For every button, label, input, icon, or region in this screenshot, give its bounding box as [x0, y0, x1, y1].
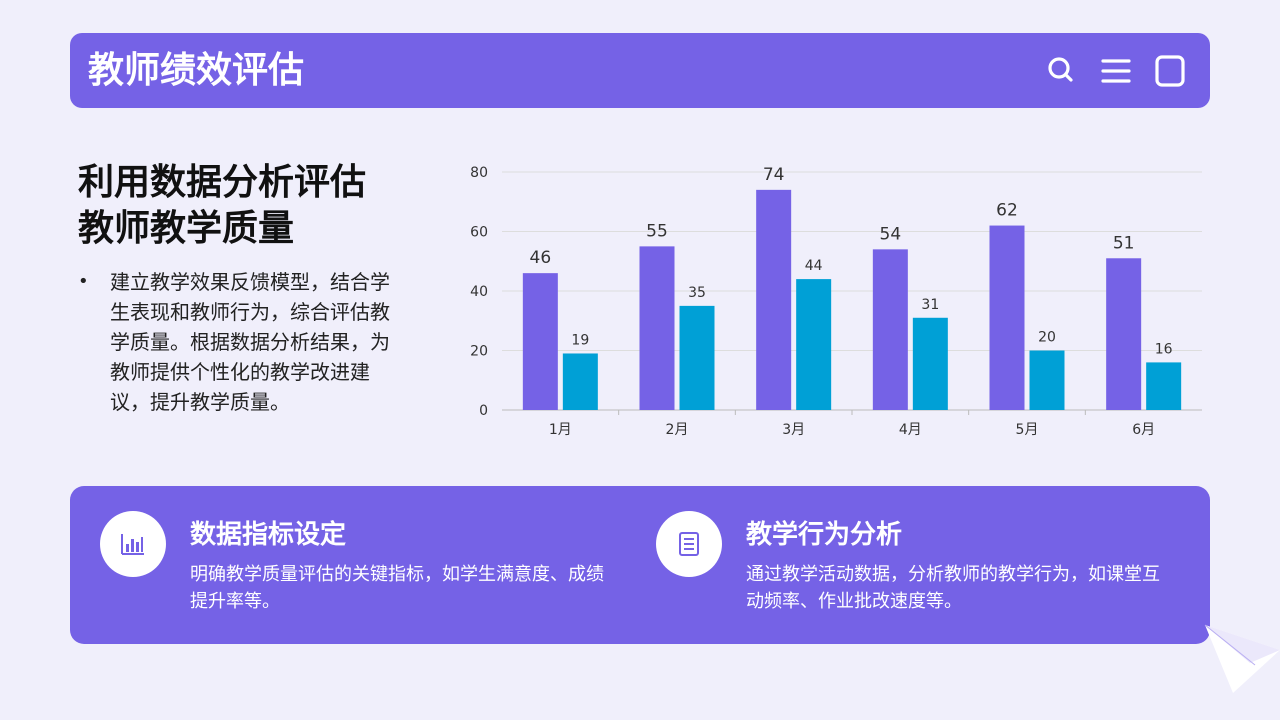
features-panel: 数据指标设定 明确教学质量评估的关键指标，如学生满意度、成绩提升率等。 教学行为…	[70, 486, 1210, 644]
feature-description: 明确教学质量评估的关键指标，如学生满意度、成绩提升率等。	[190, 564, 604, 612]
bar	[872, 249, 908, 410]
x-tick-label: 3月	[782, 422, 805, 438]
data-label: 55	[646, 221, 668, 241]
feature-description: 通过教学活动数据，分析教师的教学行为，如课堂互动频率、作业批改速度等。	[746, 564, 1160, 612]
bar	[1106, 258, 1142, 410]
header-bar: 教师绩效评估	[70, 33, 1210, 108]
menu-icon[interactable]	[1098, 53, 1134, 89]
data-label: 20	[1038, 330, 1056, 346]
heading-line-1: 利用数据分析评估	[78, 162, 367, 203]
x-tick-label: 4月	[899, 422, 922, 438]
bar	[796, 279, 832, 410]
bullet-text: 建立教学效果反馈模型，结合学生表现和教师行为，综合评估教学质量。根据数据分析结果…	[110, 270, 390, 414]
x-tick-label: 6月	[1132, 422, 1155, 438]
bar	[1146, 362, 1182, 410]
data-label: 19	[571, 332, 589, 348]
data-label: 31	[921, 297, 939, 313]
y-tick-label: 60	[470, 225, 488, 241]
bar	[912, 317, 948, 410]
feature-title: 教学行为分析	[746, 520, 903, 550]
header-icons	[1044, 53, 1188, 89]
y-tick-label: 40	[470, 284, 488, 300]
bar	[679, 305, 715, 410]
document-icon	[679, 532, 699, 556]
section-heading: 利用数据分析评估 教师教学质量	[78, 160, 408, 252]
bar-chart-icon	[121, 534, 144, 555]
feature-card-behavior: 教学行为分析 通过教学活动数据，分析教师的教学行为，如课堂互动频率、作业批改速度…	[626, 486, 1186, 644]
bullet-item: • 建立教学效果反馈模型，结合学生表现和教师行为，综合评估教学质量。根据数据分析…	[78, 267, 398, 417]
feature-title: 数据指标设定	[190, 520, 347, 550]
x-tick-label: 5月	[1016, 422, 1039, 438]
y-tick-label: 80	[470, 165, 488, 181]
feature-icon-circle	[656, 511, 722, 577]
data-label: 35	[688, 285, 706, 301]
bar	[989, 225, 1025, 410]
data-label: 54	[880, 224, 902, 244]
bar	[639, 246, 675, 410]
bar	[756, 189, 792, 410]
search-icon[interactable]	[1044, 53, 1080, 89]
data-label: 74	[763, 165, 785, 185]
data-label: 51	[1113, 233, 1135, 253]
data-label: 62	[996, 201, 1018, 221]
bar	[522, 273, 558, 410]
page-title: 教师绩效评估	[88, 50, 305, 91]
x-tick-label: 2月	[666, 422, 689, 438]
bar-chart: 0 20 40 60 80 1月 46 19 2月 55 35 3月 74 44 4月 54 31 5月 62 20 6…	[470, 165, 1202, 438]
bar	[562, 353, 598, 410]
bar	[1029, 350, 1065, 410]
heading-line-2: 教师教学质量	[78, 208, 295, 249]
data-label: 44	[805, 258, 823, 274]
data-label: 16	[1155, 341, 1173, 357]
feature-icon-circle	[100, 511, 166, 577]
data-label: 46	[530, 248, 552, 268]
feature-card-metrics: 数据指标设定 明确教学质量评估的关键指标，如学生满意度、成绩提升率等。	[70, 486, 630, 644]
x-tick-label: 1月	[549, 422, 572, 438]
bullet-marker: •	[78, 271, 89, 292]
square-icon[interactable]	[1152, 53, 1188, 89]
y-tick-label: 20	[470, 344, 488, 360]
paper-plane-decoration	[1204, 624, 1280, 693]
y-tick-label: 0	[479, 403, 488, 419]
